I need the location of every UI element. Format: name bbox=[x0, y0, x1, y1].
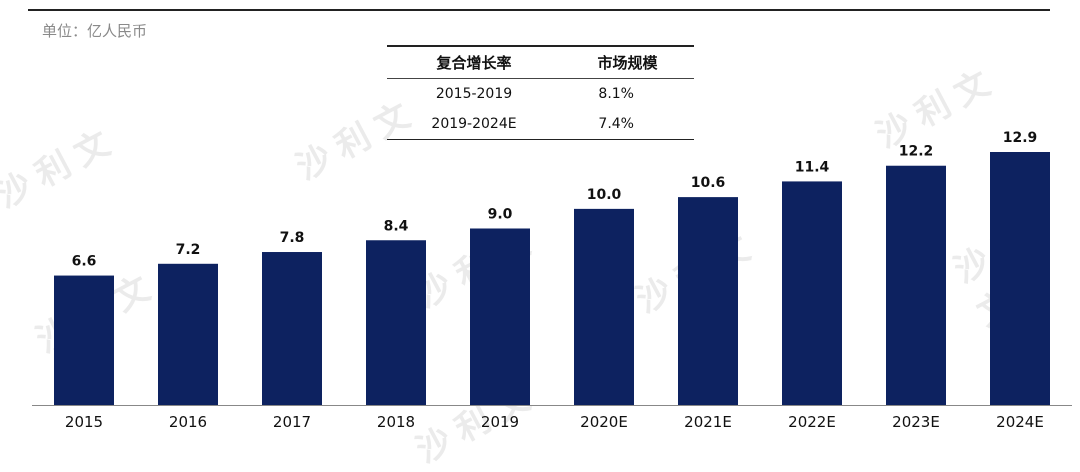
top-rule bbox=[28, 9, 1050, 11]
table-row: 2015-2019 8.1% bbox=[387, 79, 694, 109]
header-cagr: 复合增长率 bbox=[436, 53, 512, 72]
bar-2022E bbox=[782, 181, 842, 405]
table-row: 2019-2024E 7.4% bbox=[387, 109, 694, 139]
data-label-2019: 9.0 bbox=[488, 206, 513, 222]
x-tick-2019: 2019 bbox=[481, 413, 519, 431]
data-label-2022E: 11.4 bbox=[795, 159, 830, 175]
bar-chart: 6.6 2015 7.2 2016 7.8 2017 8.4 2018 9.0 2019 10.0 2… bbox=[32, 130, 1072, 431]
unit-label: 单位：亿人民币 bbox=[42, 22, 148, 40]
data-label-2021E: 10.6 bbox=[691, 175, 726, 191]
data-label-2017: 7.8 bbox=[280, 230, 305, 246]
table-header-row: 复合增长率 市场规模 bbox=[387, 47, 694, 78]
data-label-2020E: 10.0 bbox=[587, 187, 622, 203]
x-tick-2024E: 2024E bbox=[996, 413, 1044, 431]
x-tick-2021E: 2021E bbox=[684, 413, 732, 431]
bar-2020E bbox=[574, 208, 634, 405]
data-label-2018: 8.4 bbox=[384, 218, 409, 234]
bar-2015 bbox=[54, 275, 114, 405]
row-period: 2015-2019 bbox=[435, 85, 513, 102]
bar-2016 bbox=[158, 263, 218, 405]
data-label-2016: 7.2 bbox=[176, 242, 201, 258]
data-label-2023E: 12.2 bbox=[899, 144, 934, 160]
x-tick-2015: 2015 bbox=[65, 413, 103, 431]
x-tick-2023E: 2023E bbox=[892, 413, 940, 431]
cagr-table: 复合增长率 市场规模 2015-2019 8.1% 2019-2024E 7.4… bbox=[387, 45, 694, 140]
row-period: 2019-2024E bbox=[431, 115, 517, 132]
bar-2017 bbox=[262, 252, 322, 405]
table-top-rule bbox=[387, 45, 694, 47]
table-header-rule bbox=[387, 77, 694, 79]
header-market-size: 市场规模 bbox=[597, 53, 658, 72]
data-label-2024E: 12.9 bbox=[1003, 130, 1038, 146]
bar-2023E bbox=[886, 165, 946, 405]
row-rate: 8.1% bbox=[598, 85, 634, 102]
table-bottom-rule bbox=[387, 138, 694, 140]
bar-2019 bbox=[470, 228, 530, 405]
x-tick-2022E: 2022E bbox=[788, 413, 836, 431]
x-tick-2018: 2018 bbox=[377, 413, 415, 431]
x-tick-2017: 2017 bbox=[273, 413, 311, 431]
bar-2018 bbox=[366, 240, 426, 405]
bar-2021E bbox=[678, 197, 738, 405]
x-tick-2016: 2016 bbox=[169, 413, 207, 431]
row-rate: 7.4% bbox=[598, 115, 634, 132]
x-tick-2020E: 2020E bbox=[580, 413, 628, 431]
data-label-2015: 6.6 bbox=[72, 254, 97, 270]
bar-2024E bbox=[990, 152, 1050, 405]
